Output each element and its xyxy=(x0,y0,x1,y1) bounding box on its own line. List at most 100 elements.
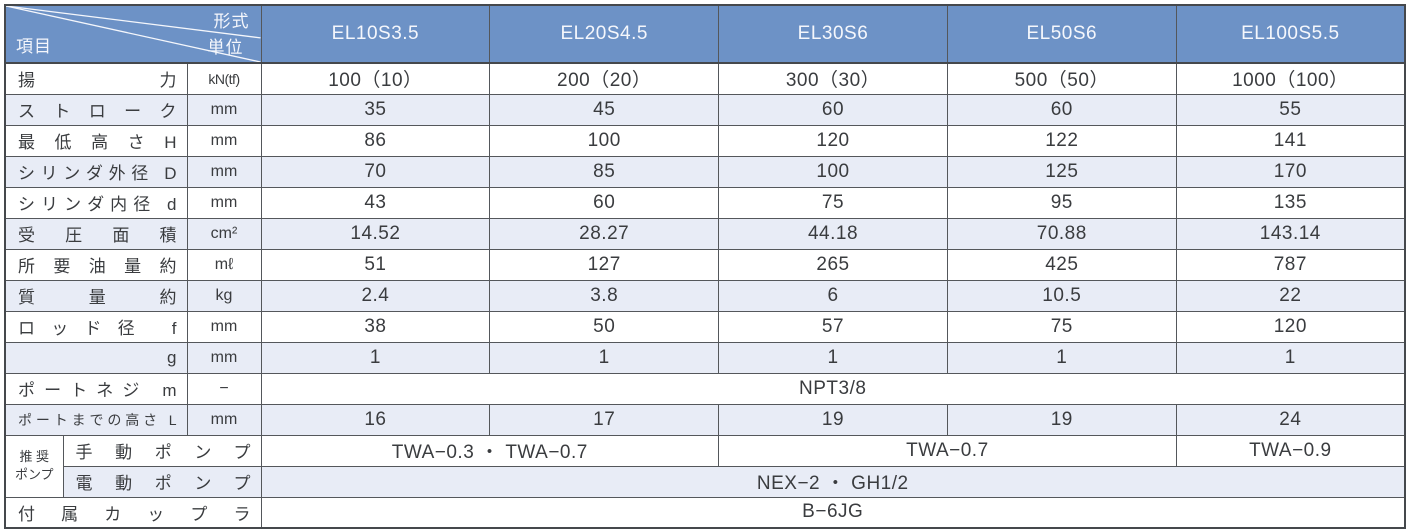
table-header: 形式 単位 項目 EL10S3.5 EL20S4.5 EL30S6 EL50S6… xyxy=(4,4,1406,64)
table-row: 質量約 kg 2.4 3.8 6 10.5 22 xyxy=(4,279,1406,312)
table-row: ロッド径 f mm 38 50 57 75 120 xyxy=(4,310,1406,343)
unit-cell: mm xyxy=(186,93,262,126)
table-row: g mm 1 1 1 1 1 xyxy=(4,341,1406,374)
value-cell: 28.27 xyxy=(489,217,720,250)
unit-cell: mm xyxy=(186,310,262,343)
corner-label-item: 項目 xyxy=(16,37,52,56)
value-cell: 16 xyxy=(260,403,491,436)
value-cell: 122 xyxy=(946,124,1177,157)
value-cell: 3.8 xyxy=(489,279,720,312)
value-cell: 100（10） xyxy=(260,62,491,95)
unit-cell: − xyxy=(186,372,262,405)
table-row: 揚力 kN(tf) 100（10） 200（20） 300（30） 500（50） 1000… xyxy=(4,62,1406,95)
value-cell: 70 xyxy=(260,155,491,188)
value-cell: 1 xyxy=(946,341,1177,374)
value-cell: 95 xyxy=(946,186,1177,219)
value-cell: 57 xyxy=(718,310,948,343)
model-column-header: EL30S6 xyxy=(718,4,948,64)
value-cell: 425 xyxy=(946,248,1177,281)
table-row: 受圧面積 cm² 14.52 28.27 44.18 70.88 143.14 xyxy=(4,217,1406,250)
value-cell: 70.88 xyxy=(946,217,1177,250)
value-cell: 100 xyxy=(489,124,720,157)
value-cell: TWA−0.3 ・ TWA−0.7 xyxy=(260,434,720,467)
value-cell: 500（50） xyxy=(946,62,1177,95)
row-label-cell: 付属カップラ xyxy=(4,496,262,529)
unit-cell: mm xyxy=(186,155,262,188)
value-cell: 35 xyxy=(260,93,491,126)
table-row: 推 奨 ポンプ 手動ポンプ TWA−0.3 ・ TWA−0.7 TWA−0.7 TWA−… xyxy=(4,434,1406,498)
value-cell: 1 xyxy=(260,341,491,374)
table-row: ポートネジ m − NPT3/8 xyxy=(4,372,1406,405)
table-row: 電動ポンプ NEX−2 ・ GH1/2 xyxy=(5,465,1406,498)
value-cell: 300（30） xyxy=(718,62,948,95)
value-cell: 60 xyxy=(489,186,720,219)
row-label-cell: ロッド径 f xyxy=(4,310,188,343)
value-cell: 2.4 xyxy=(260,279,491,312)
row-label-cell: ポートネジ m xyxy=(4,372,188,405)
header-row: 形式 単位 項目 EL10S3.5 EL20S4.5 EL30S6 EL50S6… xyxy=(4,4,1406,64)
corner-label-model: 形式 xyxy=(213,12,250,31)
model-column-header: EL20S4.5 xyxy=(489,4,720,64)
value-cell: 135 xyxy=(1175,186,1406,219)
value-cell: 19 xyxy=(946,403,1177,436)
value-cell: 86 xyxy=(260,124,491,157)
value-cell: 75 xyxy=(718,186,948,219)
value-cell: 14.52 xyxy=(260,217,491,250)
row-label-cell: 質量約 xyxy=(4,279,188,312)
value-cell: 143.14 xyxy=(1175,217,1406,250)
value-cell: NEX−2 ・ GH1/2 xyxy=(260,465,1406,498)
value-cell: 200（20） xyxy=(489,62,720,95)
value-cell: 6 xyxy=(718,279,948,312)
value-cell: 787 xyxy=(1175,248,1406,281)
diagonal-corner-header-cell: 形式 単位 項目 xyxy=(4,4,262,64)
value-cell: 1000（100） xyxy=(1175,62,1406,95)
cylinder-spec-table: 形式 単位 項目 EL10S3.5 EL20S4.5 EL30S6 EL50S6… xyxy=(4,4,1406,529)
value-cell: 141 xyxy=(1175,124,1406,157)
row-label-cell: シリンダ外径 D xyxy=(4,155,188,188)
unit-cell: kN(tf) xyxy=(186,62,262,95)
unit-cell: mℓ xyxy=(186,248,262,281)
table-row: シリンダ内径 d mm 43 60 75 95 135 xyxy=(4,186,1406,219)
value-cell: 265 xyxy=(718,248,948,281)
unit-cell: kg xyxy=(186,279,262,312)
value-cell: 38 xyxy=(260,310,491,343)
unit-cell: cm² xyxy=(186,217,262,250)
model-column-header: EL10S3.5 xyxy=(260,4,491,64)
value-cell: 127 xyxy=(489,248,720,281)
value-cell: 120 xyxy=(1175,310,1406,343)
value-cell: 1 xyxy=(718,341,948,374)
value-cell: 24 xyxy=(1175,403,1406,436)
table-row: 最低高さH mm 86 100 120 122 141 xyxy=(4,124,1406,157)
value-cell: B−6JG xyxy=(260,496,1406,529)
value-cell: 1 xyxy=(1175,341,1406,374)
row-label-cell: 所要油量約 xyxy=(4,248,188,281)
unit-cell: mm xyxy=(186,341,262,374)
value-cell: 170 xyxy=(1175,155,1406,188)
row-label-cell: 手動ポンプ xyxy=(62,434,262,467)
value-cell: 1 xyxy=(489,341,720,374)
row-label-cell: 受圧面積 xyxy=(4,217,188,250)
value-cell: 17 xyxy=(489,403,720,436)
value-cell: 50 xyxy=(489,310,720,343)
row-label-cell: ストローク xyxy=(4,93,188,126)
value-cell: 43 xyxy=(260,186,491,219)
unit-cell: mm xyxy=(186,186,262,219)
unit-cell: mm xyxy=(186,124,262,157)
pump-group-label-cell: 推 奨 ポンプ xyxy=(4,434,64,498)
row-label-cell: 電動ポンプ xyxy=(62,465,262,498)
value-cell: 22 xyxy=(1175,279,1406,312)
value-cell: 45 xyxy=(489,93,720,126)
value-cell: TWA−0.9 xyxy=(1175,434,1406,467)
value-cell: 60 xyxy=(946,93,1177,126)
value-cell: 100 xyxy=(718,155,948,188)
value-cell: 85 xyxy=(489,155,720,188)
table-row: ストローク mm 35 45 60 60 55 xyxy=(4,93,1406,126)
row-label-cell: 最低高さH xyxy=(4,124,188,157)
value-cell: 10.5 xyxy=(946,279,1177,312)
model-column-header: EL50S6 xyxy=(946,4,1177,64)
unit-cell: mm xyxy=(186,403,262,436)
value-cell: NPT3/8 xyxy=(260,372,1406,405)
diagonal-divider-lines xyxy=(6,6,261,62)
value-cell: 60 xyxy=(718,93,948,126)
